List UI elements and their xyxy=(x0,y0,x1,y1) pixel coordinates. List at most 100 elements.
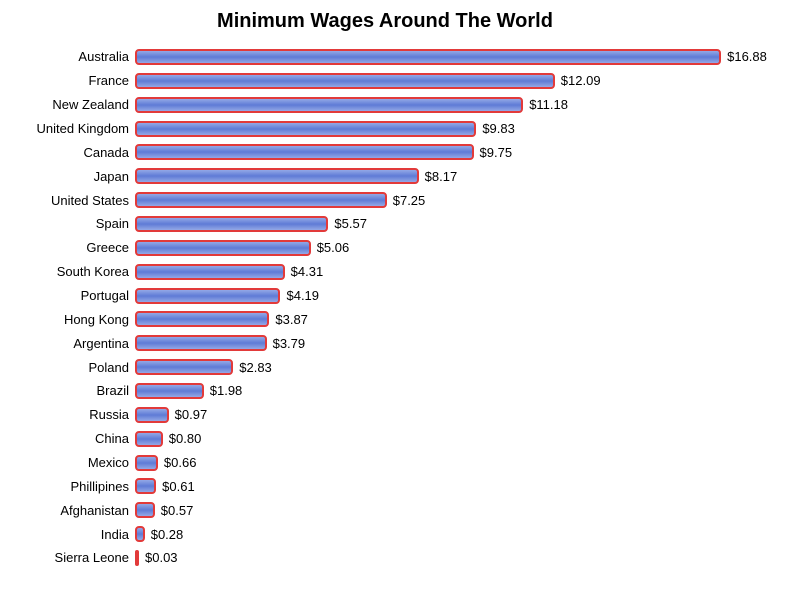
value-label: $1.98 xyxy=(204,383,243,398)
bar xyxy=(135,168,419,184)
chart-row: Poland $2.83 xyxy=(10,355,760,379)
category-label: India xyxy=(10,527,135,542)
bar xyxy=(135,478,156,494)
chart-row: Spain $5.57 xyxy=(10,212,760,236)
bar-track: $0.97 xyxy=(135,407,760,423)
bar xyxy=(135,49,721,65)
value-label: $0.57 xyxy=(155,503,194,518)
category-label: Russia xyxy=(10,407,135,422)
category-label: South Korea xyxy=(10,264,135,279)
bar xyxy=(135,383,204,399)
chart-row: New Zealand $11.18 xyxy=(10,93,760,117)
value-label: $0.80 xyxy=(163,431,202,446)
bar xyxy=(135,335,267,351)
category-label: Hong Kong xyxy=(10,312,135,327)
chart-row: Greece $5.06 xyxy=(10,236,760,260)
bar xyxy=(135,97,523,113)
value-label: $5.06 xyxy=(311,240,350,255)
bar xyxy=(135,192,387,208)
value-label: $0.97 xyxy=(169,407,208,422)
bar xyxy=(135,216,328,232)
bar xyxy=(135,311,269,327)
bar-track: $8.17 xyxy=(135,168,760,184)
bar-track: $11.18 xyxy=(135,97,760,113)
value-label: $3.79 xyxy=(267,336,306,351)
bar xyxy=(135,144,474,160)
bar xyxy=(135,240,311,256)
value-label: $4.31 xyxy=(285,264,324,279)
value-label: $3.87 xyxy=(269,312,308,327)
bar-track: $0.66 xyxy=(135,455,760,471)
chart-row: France $12.09 xyxy=(10,69,760,93)
bar-track: $0.57 xyxy=(135,502,760,518)
category-label: Mexico xyxy=(10,455,135,470)
chart-title: Minimum Wages Around The World xyxy=(10,10,760,33)
chart-row: Brazil $1.98 xyxy=(10,379,760,403)
chart-row: Australia$16.88 xyxy=(10,45,760,69)
value-label: $16.88 xyxy=(721,49,767,64)
chart-row: Sierra Leone$0.03 xyxy=(10,546,760,570)
bar-track: $0.61 xyxy=(135,478,760,494)
category-label: United States xyxy=(10,193,135,208)
bar-track: $4.19 xyxy=(135,288,760,304)
bar xyxy=(135,502,155,518)
category-label: Portugal xyxy=(10,288,135,303)
chart-row: Phillipines$0.61 xyxy=(10,474,760,498)
value-label: $8.17 xyxy=(419,169,458,184)
bar-track: $0.03 xyxy=(135,550,760,566)
value-label: $9.83 xyxy=(476,121,515,136)
bar xyxy=(135,431,163,447)
category-label: Afghanistan xyxy=(10,503,135,518)
value-label: $2.83 xyxy=(233,360,272,375)
chart-row: Portugal $4.19 xyxy=(10,284,760,308)
category-label: Poland xyxy=(10,360,135,375)
bar-track: $5.06 xyxy=(135,240,760,256)
chart-row: Argentina $3.79 xyxy=(10,331,760,355)
category-label: United Kingdom xyxy=(10,121,135,136)
category-label: Greece xyxy=(10,240,135,255)
category-label: China xyxy=(10,431,135,446)
chart-row: Mexico $0.66 xyxy=(10,451,760,475)
value-label: $5.57 xyxy=(328,216,367,231)
value-label: $9.75 xyxy=(474,145,513,160)
bar xyxy=(135,407,169,423)
bar-track: $7.25 xyxy=(135,192,760,208)
category-label: New Zealand xyxy=(10,97,135,112)
bar xyxy=(135,526,145,542)
value-label: $12.09 xyxy=(555,73,601,88)
bar xyxy=(135,73,555,89)
minimum-wages-chart: Minimum Wages Around The World Australia… xyxy=(0,0,800,600)
chart-row: Canada$9.75 xyxy=(10,140,760,164)
bar-track: $16.88 xyxy=(135,49,760,65)
bar-track: $4.31 xyxy=(135,264,760,280)
category-label: Brazil xyxy=(10,383,135,398)
category-label: Argentina xyxy=(10,336,135,351)
category-label: Phillipines xyxy=(10,479,135,494)
value-label: $4.19 xyxy=(280,288,319,303)
bar xyxy=(135,359,233,375)
bar xyxy=(135,455,158,471)
category-label: Spain xyxy=(10,216,135,231)
chart-row: United Kingdom $9.83 xyxy=(10,117,760,141)
chart-row: Hong Kong $3.87 xyxy=(10,307,760,331)
bar-track: $9.83 xyxy=(135,121,760,137)
bar-track: $9.75 xyxy=(135,144,760,160)
category-label: France xyxy=(10,73,135,88)
value-label: $0.03 xyxy=(139,550,178,565)
chart-row: South Korea $4.31 xyxy=(10,260,760,284)
bar-track: $3.79 xyxy=(135,335,760,351)
bar-track: $2.83 xyxy=(135,359,760,375)
chart-row: Russia $0.97 xyxy=(10,403,760,427)
bar-track: $0.28 xyxy=(135,526,760,542)
value-label: $0.66 xyxy=(158,455,197,470)
chart-row: Afghanistan $0.57 xyxy=(10,498,760,522)
chart-plot-area: Australia$16.88 France $12.09 New Zealand $1… xyxy=(10,45,760,570)
value-label: $7.25 xyxy=(387,193,426,208)
bar xyxy=(135,264,285,280)
bar-track: $5.57 xyxy=(135,216,760,232)
value-label: $11.18 xyxy=(523,97,568,112)
bar xyxy=(135,121,476,137)
value-label: $0.28 xyxy=(145,527,184,542)
bar-track: $1.98 xyxy=(135,383,760,399)
category-label: Japan xyxy=(10,169,135,184)
